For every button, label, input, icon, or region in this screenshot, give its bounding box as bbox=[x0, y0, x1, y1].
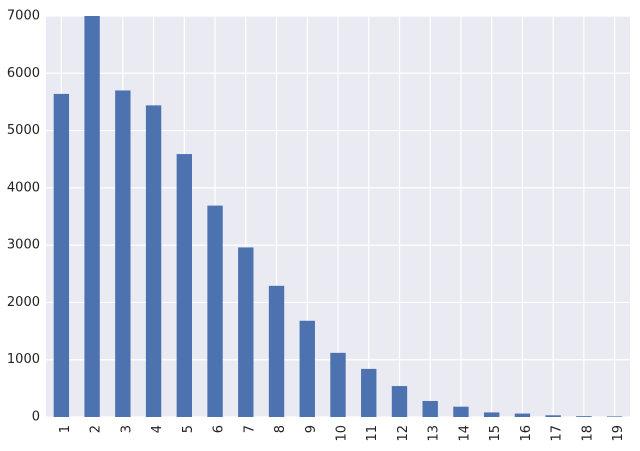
x-tick-label: 3 bbox=[119, 425, 134, 433]
bar-11 bbox=[361, 368, 377, 417]
bar-1 bbox=[53, 93, 70, 417]
bar-19 bbox=[606, 416, 623, 417]
y-tick-labels: 0 1000 2000 3000 4000 5000 6000 7000 bbox=[7, 9, 40, 425]
bar-3 bbox=[115, 90, 131, 417]
y-tick-label: 6000 bbox=[7, 66, 40, 81]
x-tick-label: 1 bbox=[58, 425, 73, 433]
y-tick-label: 1000 bbox=[7, 352, 40, 367]
bar-5 bbox=[176, 154, 192, 417]
x-tick-label: 5 bbox=[181, 425, 196, 433]
x-tick-label: 18 bbox=[580, 425, 595, 442]
x-tick-label: 17 bbox=[550, 425, 565, 442]
x-tick-label: 19 bbox=[611, 425, 626, 442]
x-tick-label: 9 bbox=[304, 425, 319, 433]
x-tick-label: 6 bbox=[212, 425, 227, 433]
y-tick-label: 4000 bbox=[7, 180, 40, 195]
x-tick-label: 8 bbox=[273, 425, 288, 433]
bar-4 bbox=[145, 105, 162, 417]
bar-15 bbox=[484, 412, 500, 417]
bar-10 bbox=[330, 352, 346, 417]
x-tick-label: 11 bbox=[365, 425, 380, 442]
x-tick-labels: 1 2 3 4 5 6 7 8 9 10 11 12 13 14 15 16 17 18 19 bbox=[58, 425, 626, 442]
x-tick-label: 13 bbox=[427, 425, 442, 442]
y-tick-label: 0 bbox=[32, 410, 40, 425]
bar-9 bbox=[299, 320, 315, 417]
x-tick-label: 12 bbox=[396, 425, 411, 442]
bar-13 bbox=[422, 400, 438, 417]
bar-16 bbox=[514, 413, 531, 417]
y-tick-label: 2000 bbox=[7, 295, 40, 310]
x-tick-label: 4 bbox=[150, 425, 165, 433]
bar-6 bbox=[207, 205, 223, 417]
x-tick-label: 7 bbox=[242, 425, 257, 433]
x-tick-label: 16 bbox=[519, 425, 534, 442]
bars bbox=[53, 16, 623, 417]
y-tick-label: 7000 bbox=[7, 9, 40, 24]
x-tick-label: 15 bbox=[488, 425, 503, 442]
bar-7 bbox=[238, 247, 254, 417]
x-tick-label: 2 bbox=[89, 425, 104, 433]
x-tick-label: 10 bbox=[335, 425, 350, 442]
bar-18 bbox=[576, 416, 592, 417]
bar-17 bbox=[545, 415, 561, 417]
bar-12 bbox=[391, 386, 408, 417]
bar-14 bbox=[453, 406, 469, 417]
bar-2 bbox=[84, 16, 100, 417]
y-tick-label: 3000 bbox=[7, 238, 40, 253]
y-tick-label: 5000 bbox=[7, 123, 40, 138]
x-tick-label: 14 bbox=[457, 425, 472, 442]
bar-8 bbox=[268, 285, 285, 417]
